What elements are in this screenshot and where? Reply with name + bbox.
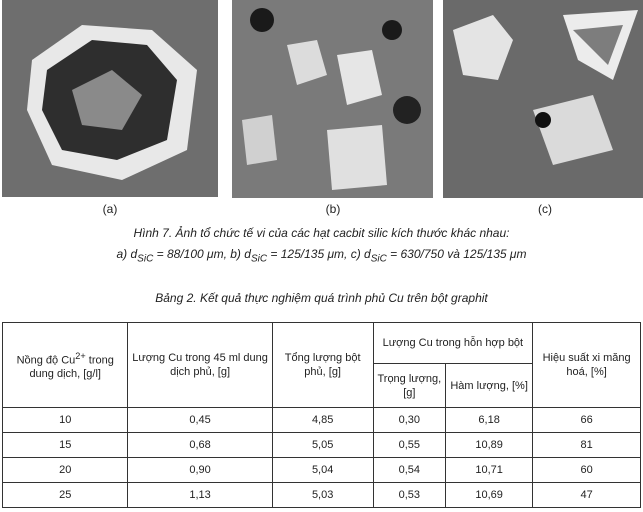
figure-caption: Hình 7. Ảnh tổ chức tế vi của các hạt ca…: [133, 226, 510, 240]
table-cell: 60: [532, 457, 641, 483]
table-cell: 10,89: [445, 432, 534, 458]
header-cell: Tổng lượng bột phủ, [g]: [271, 322, 374, 408]
micrograph-a: [2, 0, 218, 197]
table-cell: 66: [532, 407, 641, 433]
table-title: Bảng 2. Kết quả thực nghiệm quá trình ph…: [155, 291, 488, 305]
header-cell: Hiệu suất xi măng hoá, [%]: [532, 322, 641, 408]
table-cell: 10,71: [445, 457, 534, 483]
header-text: trong dung dịch, [g/l]: [29, 354, 114, 381]
superscript: 2+: [75, 350, 86, 361]
subscript: SiC: [370, 253, 387, 265]
table-cell: 5,04: [271, 457, 374, 483]
table-row: 25 1,13 5,03 0,53 10,69 47: [1, 482, 641, 508]
header-cell: Lượng Cu trong hỗn hợp bột: [372, 322, 534, 364]
table-cell: 0,68: [127, 432, 273, 458]
table-cell: 6,18: [445, 407, 534, 433]
header-cell: Hàm lượng, [%]: [445, 363, 534, 408]
micrograph-b: [232, 0, 433, 198]
table-row: 10 0,45 4,85 0,30 6,18 66: [1, 407, 641, 433]
subscript: SiC: [250, 253, 268, 265]
table-row: 20 0,90 5,04 0,54 10,71 60: [1, 457, 641, 483]
table-cell: 0,90: [127, 457, 273, 483]
table-cell: 20: [1, 457, 129, 483]
table-cell: 0,53: [372, 482, 447, 508]
subscript: SiC: [137, 253, 154, 265]
header-text: Nồng độ Cu: [16, 354, 76, 367]
table-cell: 0,54: [372, 457, 447, 483]
results-table: Nồng độ Cu2+ trong dung dịch, [g/l] Lượn…: [1, 322, 641, 508]
panel-label: (a): [102, 202, 118, 216]
table-cell: 1,13: [127, 482, 273, 508]
table-row: 15 0,68 5,05 0,55 10,89 81: [1, 432, 641, 458]
panel-label: (c): [538, 202, 552, 216]
header-cell: Nồng độ Cu2+ trong dung dịch, [g/l]: [1, 322, 129, 408]
table-cell: 5,05: [271, 432, 374, 458]
table-cell: 47: [532, 482, 641, 508]
panel-label: (b): [325, 202, 341, 216]
caption-text: = 125/135 μm, c) d: [267, 247, 371, 261]
caption-text: = 630/750 và 125/135 μm: [386, 247, 527, 261]
table-cell: 0,45: [127, 407, 273, 433]
figure-caption-detail: a) dSiC = 88/100 μm, b) dSiC = 125/135 μ…: [0, 247, 643, 264]
header-cell: Trọng lượng, [g]: [372, 363, 447, 408]
table-cell: 5,03: [271, 482, 374, 508]
table-cell: 10,69: [445, 482, 534, 508]
table-cell: 25: [1, 482, 129, 508]
caption-text: a) d: [116, 247, 138, 261]
table-cell: 0,30: [372, 407, 447, 433]
header-cell: Lượng Cu trong 45 ml dung dịch phủ, [g]: [127, 322, 273, 408]
caption-text: = 88/100 μm, b) d: [153, 247, 251, 261]
table-cell: 10: [1, 407, 129, 433]
table-cell: 4,85: [271, 407, 374, 433]
micrograph-c: [443, 0, 643, 198]
table-cell: 0,55: [372, 432, 447, 458]
table-cell: 81: [532, 432, 641, 458]
table-cell: 15: [1, 432, 129, 458]
